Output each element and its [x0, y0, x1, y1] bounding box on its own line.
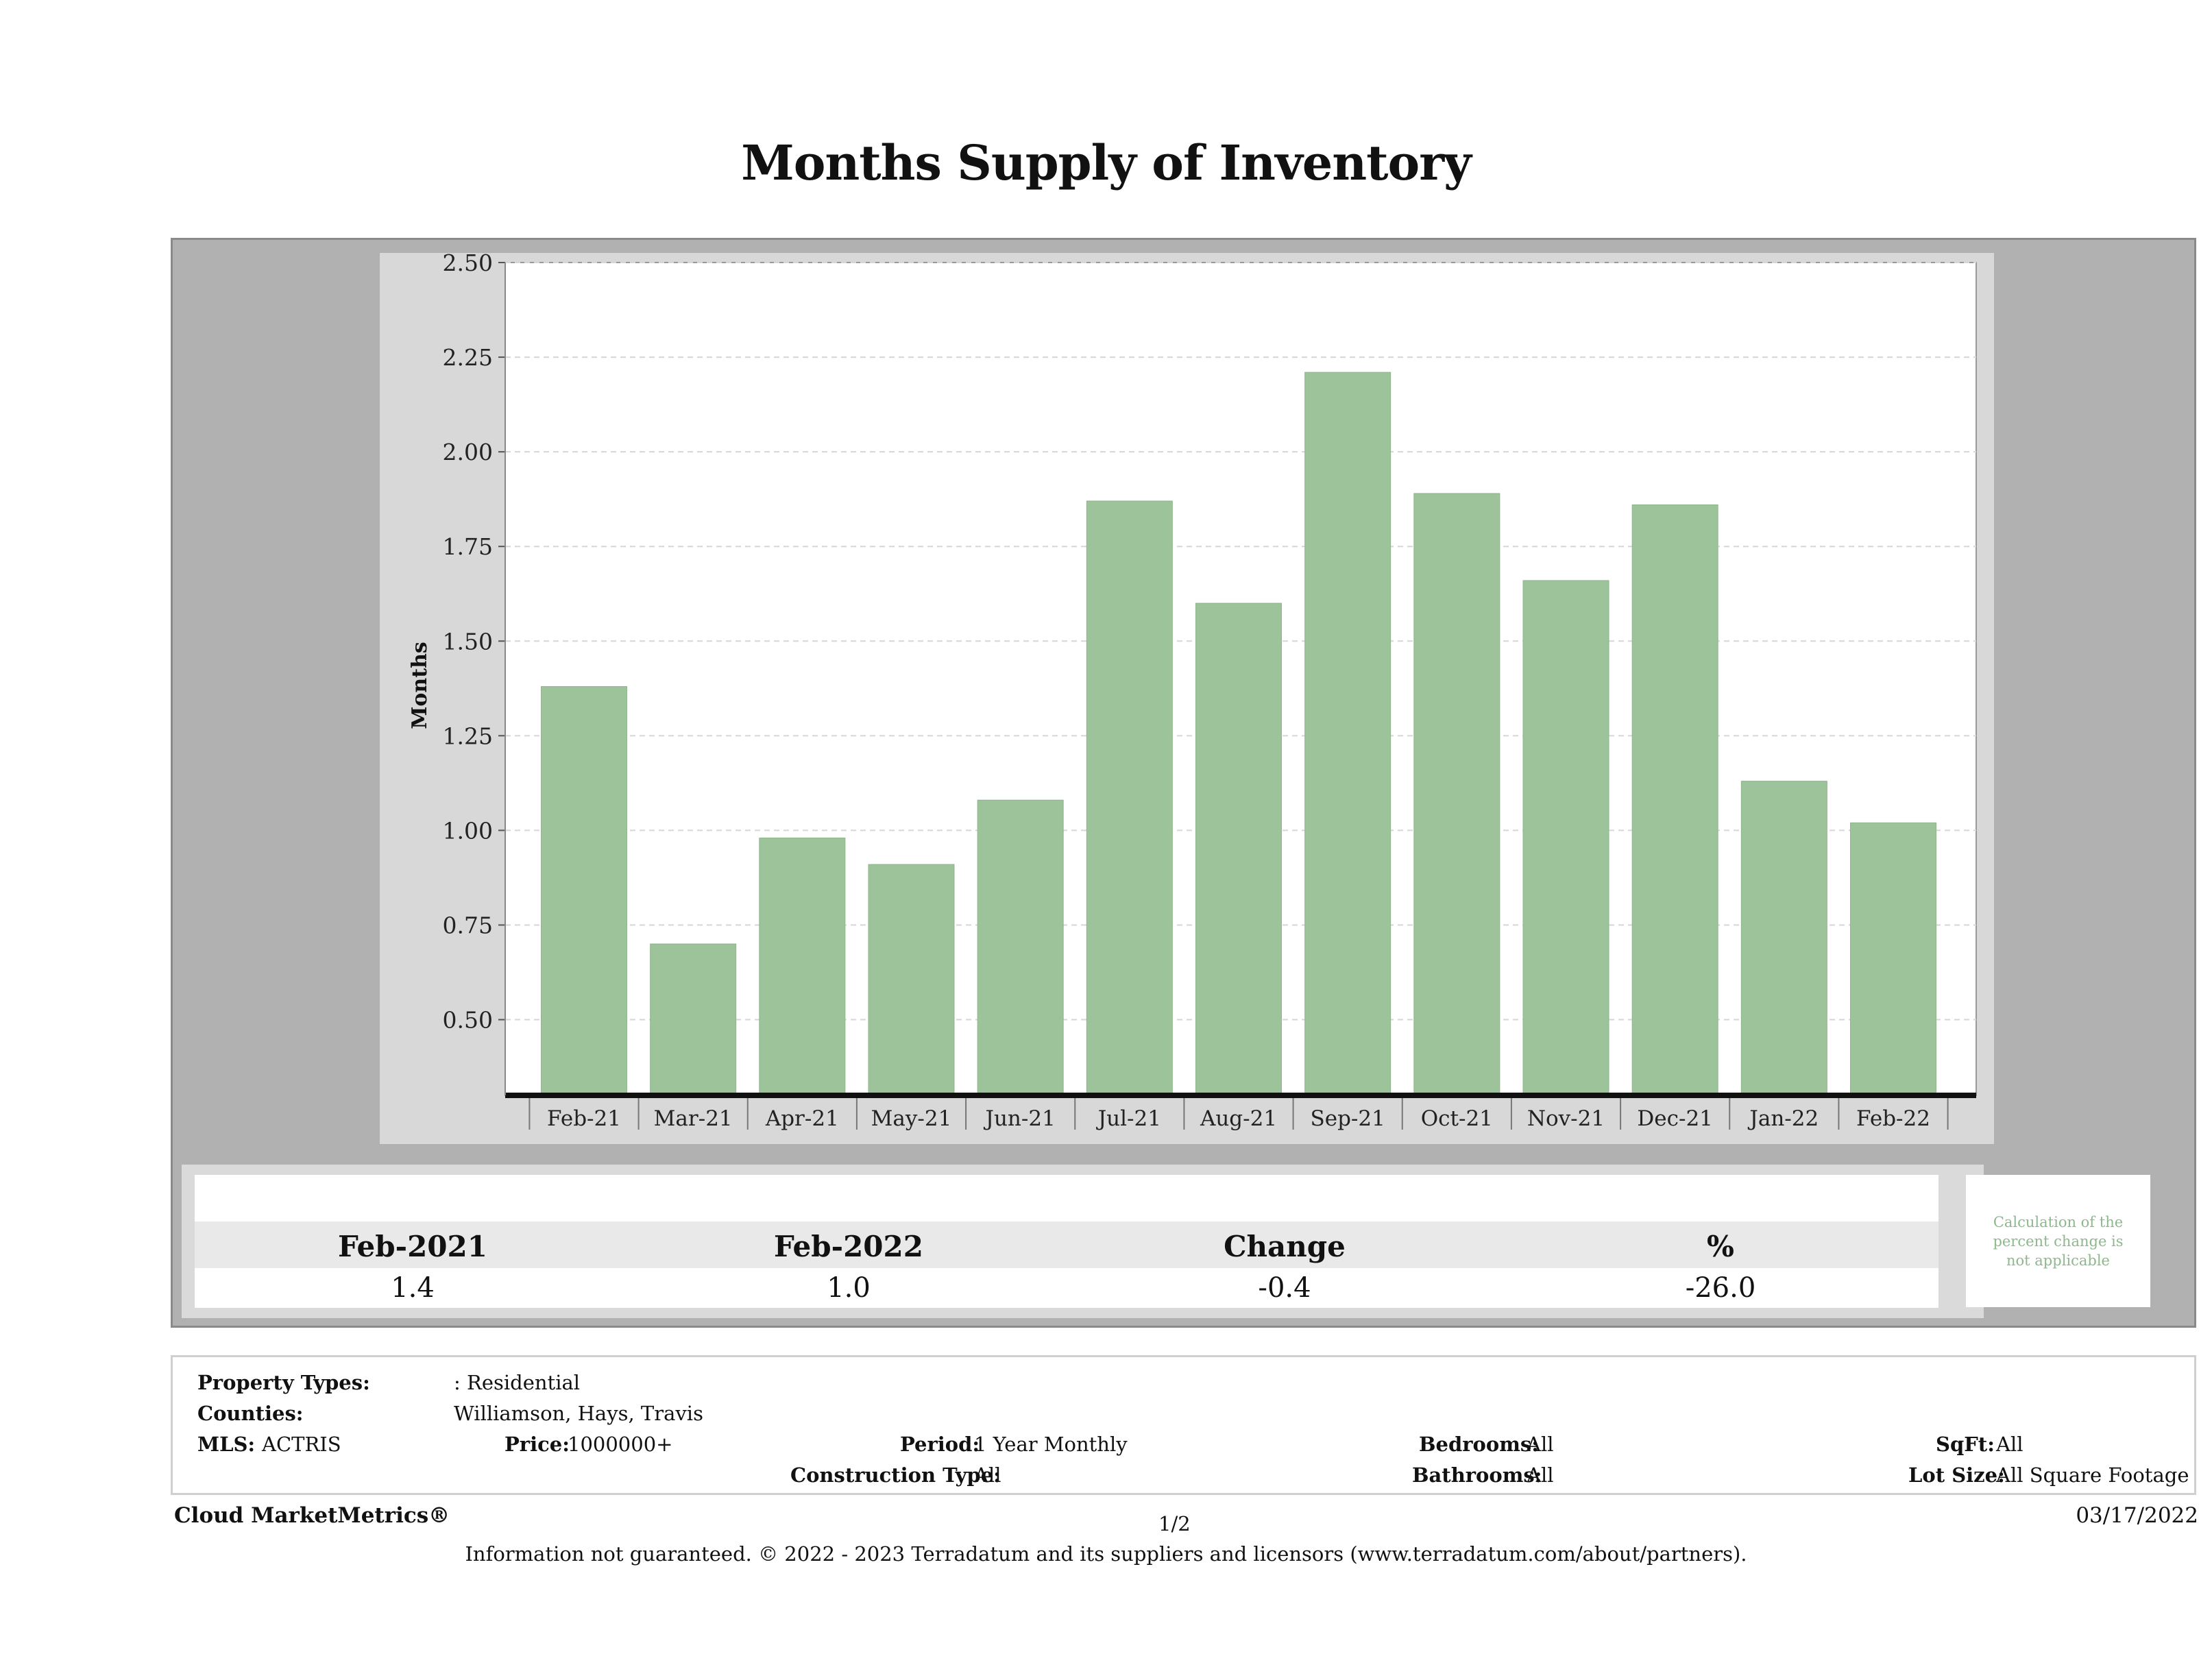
x-tick-label: Jun-21 — [984, 1106, 1056, 1131]
property-types-label: Property Types: — [197, 1371, 370, 1394]
bathrooms-label: Bathrooms: — [1412, 1463, 1542, 1487]
period-value: 1 Year Monthly — [974, 1433, 1128, 1456]
y-tick-label: 2.50 — [443, 250, 493, 276]
grid-lines — [505, 262, 1976, 1021]
bar — [1086, 500, 1173, 1096]
bar — [541, 686, 627, 1096]
stats-header-start: Feb-2021 — [338, 1230, 487, 1263]
disclaimer: Information not guaranteed. © 2022 - 202… — [465, 1542, 1747, 1566]
y-tick-label: 2.00 — [443, 439, 493, 465]
bathrooms-value: All — [1527, 1463, 1554, 1487]
bar — [1413, 493, 1500, 1096]
stats-value-percent: -26.0 — [1685, 1272, 1756, 1304]
bar — [759, 837, 846, 1096]
mls-label: MLS: — [197, 1433, 256, 1456]
bar — [1195, 603, 1282, 1096]
stats-value-end: 1.0 — [827, 1272, 871, 1304]
report-date: 03/17/2022 — [2076, 1503, 2198, 1528]
stats-header-change: Change — [1224, 1230, 1346, 1263]
stats-header-row: Feb-2021 Feb-2022 Change % — [195, 1221, 1938, 1268]
y-tick-label: 0.75 — [443, 912, 493, 938]
percent-note: Calculation of the percent change is not… — [1966, 1175, 2150, 1307]
x-tick-label: Jul-21 — [1096, 1106, 1161, 1131]
price-label: Price: — [505, 1433, 570, 1456]
bars — [541, 372, 1936, 1096]
bar — [1740, 781, 1827, 1096]
x-tick-label: Nov-21 — [1527, 1106, 1605, 1131]
property-types-value: : Residential — [454, 1371, 581, 1394]
bar — [1850, 822, 1936, 1096]
bar — [1631, 504, 1718, 1096]
page-title: Months Supply of Inventory — [741, 134, 1472, 191]
bedrooms-value: All — [1527, 1433, 1554, 1456]
construction-type-label: Construction Type: — [790, 1463, 1001, 1487]
stats-header-end: Feb-2022 — [774, 1230, 923, 1263]
counties-value: Williamson, Hays, Travis — [454, 1402, 703, 1425]
bar — [977, 799, 1064, 1096]
x-tick-label: Jan-22 — [1747, 1106, 1819, 1131]
counties-label: Counties: — [197, 1402, 304, 1425]
stats-value-change: -0.4 — [1258, 1272, 1311, 1304]
mls-value: ACTRIS — [262, 1433, 341, 1456]
lot-size-label: Lot Size: — [1908, 1463, 2005, 1487]
bar — [1522, 580, 1609, 1096]
y-tick-label: 1.75 — [443, 533, 493, 560]
x-tick-label: Aug-21 — [1200, 1106, 1277, 1131]
bar — [650, 943, 737, 1096]
x-tick-label: May-21 — [871, 1106, 952, 1131]
brand-name: Cloud MarketMetrics® — [174, 1503, 450, 1528]
filters-box: Property Types: : Residential Counties: … — [171, 1355, 2196, 1495]
sqft-label: SqFt: — [1936, 1433, 1995, 1456]
construction-type-value: All — [974, 1463, 1001, 1487]
page-number: 1/2 — [1158, 1512, 1191, 1535]
y-tick-label: 1.25 — [443, 722, 493, 749]
y-axis-label: Months — [408, 642, 432, 729]
stats-blank-row — [195, 1175, 1938, 1221]
sqft-value: All — [1996, 1433, 2023, 1456]
x-tick-label: Sep-21 — [1310, 1106, 1385, 1131]
x-tick-label: Dec-21 — [1637, 1106, 1712, 1131]
x-tick-label: Feb-22 — [1856, 1106, 1930, 1131]
y-tick-label: 0.50 — [443, 1007, 493, 1034]
x-axis-ticks: Feb-21 Mar-21 Apr-21 May-21 Jun-21 Jul-21 Aug-… — [528, 1098, 1949, 1131]
stats-header-percent: % — [1707, 1230, 1734, 1263]
stats-value-row: 1.4 1.0 -0.4 -26.0 — [195, 1268, 1938, 1308]
lot-size-value: All Square Footage — [1996, 1463, 2189, 1487]
x-tick-label: Oct-21 — [1421, 1106, 1493, 1131]
x-tick-label: Feb-21 — [547, 1106, 621, 1131]
bedrooms-label: Bedrooms: — [1419, 1433, 1539, 1456]
x-tick-label: Apr-21 — [765, 1106, 839, 1131]
y-axis-ticks: 0.50 0.75 1.00 1.25 1.50 1.75 2.00 2.25 2.50 — [443, 250, 505, 1034]
bar — [868, 864, 955, 1096]
stats-value-start: 1.4 — [391, 1272, 435, 1304]
y-tick-label: 1.00 — [443, 817, 493, 844]
y-tick-label: 2.25 — [443, 344, 493, 371]
x-tick-label: Mar-21 — [654, 1106, 733, 1131]
period-label: Period: — [900, 1433, 980, 1456]
percent-note-text: Calculation of the percent change is not… — [1993, 1213, 2124, 1269]
price-value: 1000000+ — [568, 1433, 673, 1456]
bar-chart: 0.50 0.75 1.00 1.25 1.50 1.75 2.00 2.25 2.50 Feb… — [408, 250, 1977, 1131]
y-tick-label: 1.50 — [443, 628, 493, 655]
bar — [1304, 372, 1391, 1096]
